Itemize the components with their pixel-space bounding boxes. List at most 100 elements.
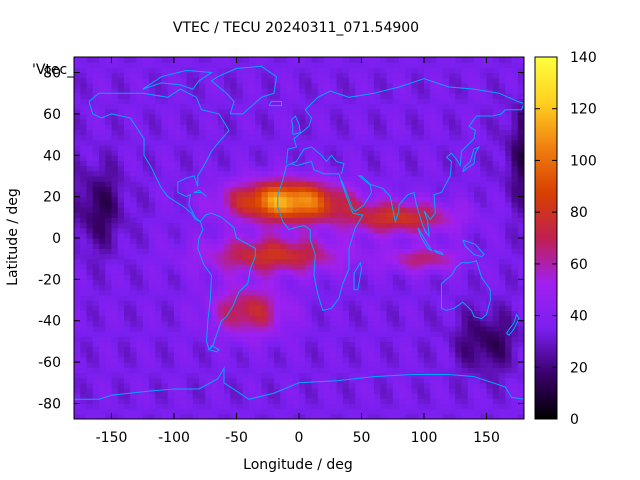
heatmap-cell — [111, 315, 119, 322]
heatmap-cell — [386, 263, 394, 270]
heatmap-cell — [442, 325, 450, 332]
heatmap-cell — [136, 212, 144, 218]
heatmap-cell — [442, 227, 450, 234]
heatmap-cell — [174, 212, 181, 218]
heatmap-cell — [236, 186, 244, 193]
heatmap-cell — [224, 181, 231, 187]
heatmap-cell — [411, 253, 419, 260]
heatmap-cell — [330, 206, 338, 213]
heatmap-cell — [505, 310, 513, 317]
heatmap-cell — [336, 248, 344, 255]
heatmap-cell — [411, 403, 419, 410]
heatmap-cell — [242, 119, 250, 125]
heatmap-cell — [92, 377, 100, 384]
heatmap-cell — [267, 305, 275, 311]
heatmap-cell — [274, 232, 281, 239]
heatmap-cell — [311, 325, 319, 332]
heatmap-cell — [305, 217, 313, 224]
heatmap-cell — [430, 398, 438, 405]
heatmap-cell — [161, 351, 169, 358]
heatmap-cell — [274, 212, 281, 218]
heatmap-cell — [361, 279, 369, 286]
heatmap-cell — [267, 113, 275, 120]
heatmap-cell — [74, 144, 81, 151]
heatmap-cell — [261, 217, 269, 224]
heatmap-cell — [467, 382, 475, 389]
heatmap-cell — [236, 351, 244, 358]
heatmap-cell — [124, 356, 131, 363]
heatmap-cell — [274, 310, 281, 317]
heatmap-cell — [517, 372, 524, 379]
heatmap-cell — [274, 144, 281, 151]
heatmap-cell — [386, 289, 394, 296]
heatmap-cell — [92, 362, 100, 368]
heatmap-cell — [174, 279, 181, 286]
heatmap-cell — [86, 248, 94, 255]
heatmap-cell — [480, 124, 488, 130]
heatmap-cell — [511, 248, 519, 255]
heatmap-cell — [199, 331, 206, 337]
heatmap-cell — [392, 77, 400, 84]
heatmap-cell — [486, 356, 494, 363]
heatmap-cell — [474, 160, 481, 167]
heatmap-cell — [324, 248, 331, 255]
heatmap-cell — [505, 57, 513, 63]
heatmap-cell — [430, 108, 438, 115]
heatmap-cell — [467, 175, 475, 182]
heatmap-cell — [86, 93, 94, 99]
heatmap-cell — [405, 377, 413, 384]
heatmap-cell — [367, 150, 375, 156]
heatmap-cell — [199, 119, 206, 125]
heatmap-cell — [161, 356, 169, 363]
heatmap-cell — [449, 310, 456, 317]
heatmap-cell — [149, 72, 156, 79]
heatmap-cell — [461, 387, 469, 394]
heatmap-cell — [455, 222, 463, 229]
heatmap-cell — [367, 103, 375, 110]
heatmap-cell — [436, 362, 444, 368]
heatmap-cell — [217, 232, 225, 239]
heatmap-cell — [205, 196, 213, 203]
heatmap-cell — [117, 284, 125, 291]
heatmap-cell — [205, 393, 213, 399]
heatmap-cell — [242, 382, 250, 389]
heatmap-cell — [317, 206, 325, 213]
heatmap-cell — [405, 124, 413, 130]
heatmap-cell — [367, 289, 375, 296]
heatmap-cell — [74, 372, 81, 379]
heatmap-cell — [330, 222, 338, 229]
heatmap-cell — [392, 72, 400, 79]
heatmap-cell — [474, 150, 481, 156]
heatmap-cell — [130, 212, 138, 218]
heatmap-cell — [199, 124, 206, 130]
heatmap-cell — [167, 336, 175, 343]
heatmap-cell — [336, 408, 344, 415]
heatmap-cell — [124, 320, 131, 327]
heatmap-cell — [99, 320, 106, 327]
heatmap-cell — [111, 362, 119, 368]
heatmap-cell — [267, 139, 275, 146]
heatmap-cell — [86, 289, 94, 296]
heatmap-cell — [105, 279, 113, 286]
heatmap-cell — [330, 403, 338, 410]
heatmap-cell — [336, 155, 344, 162]
heatmap-cell — [505, 356, 513, 363]
heatmap-cell — [261, 170, 269, 177]
heatmap-cell — [430, 186, 438, 193]
heatmap-cell — [161, 113, 169, 120]
heatmap-cell — [311, 413, 319, 419]
heatmap-cell — [317, 88, 325, 94]
heatmap-cell — [74, 408, 81, 415]
heatmap-cell — [180, 377, 188, 384]
heatmap-cell — [399, 175, 406, 182]
heatmap-cell — [367, 134, 375, 141]
heatmap-cell — [517, 362, 524, 368]
heatmap-cell — [130, 269, 138, 275]
heatmap-cell — [299, 206, 306, 213]
heatmap-cell — [342, 403, 350, 410]
heatmap-cell — [367, 284, 375, 291]
heatmap-cell — [136, 165, 144, 172]
heatmap-cell — [461, 398, 469, 405]
heatmap-cell — [80, 398, 88, 405]
heatmap-cell — [342, 263, 350, 270]
